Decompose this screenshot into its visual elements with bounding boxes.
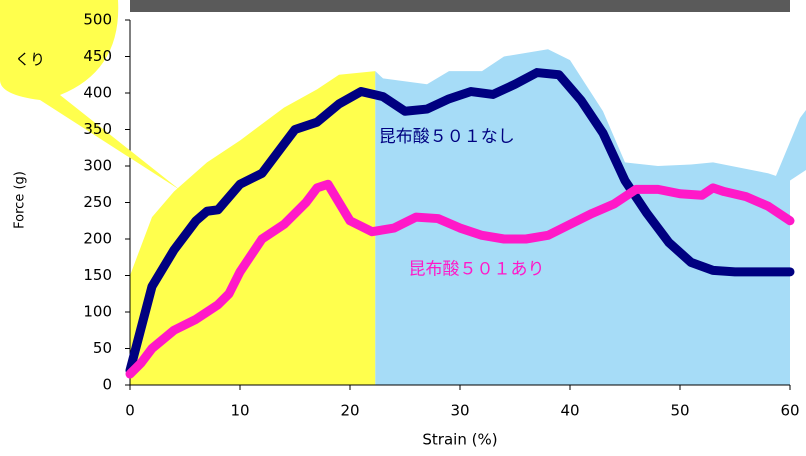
y-tick-label: 0 <box>102 376 112 394</box>
x-tick-label: 50 <box>670 402 689 420</box>
series-label: 昆布酸５０１あり <box>409 260 545 280</box>
y-tick-label: 300 <box>83 157 112 175</box>
x-axis-label: Strain (%) <box>422 431 497 449</box>
y-tick-label: 50 <box>93 339 112 357</box>
x-tick-label: 30 <box>450 402 469 420</box>
y-tick-label: 450 <box>83 47 112 65</box>
y-tick-label: 200 <box>83 230 112 248</box>
callout-right <box>768 110 806 195</box>
x-tick-label: 40 <box>560 402 579 420</box>
y-tick-label: 100 <box>83 303 112 321</box>
plot-area <box>125 20 790 390</box>
x-tick-label: 0 <box>125 402 135 420</box>
y-tick-label: 500 <box>83 11 112 29</box>
x-tick-label: 20 <box>340 402 359 420</box>
x-tick-label: 10 <box>230 402 249 420</box>
y-tick-label: 350 <box>83 120 112 138</box>
y-tick-label: 150 <box>83 266 112 284</box>
callout-text: くり <box>15 51 45 69</box>
series-label: 昆布酸５０１なし <box>379 127 515 147</box>
x-tick-label: 60 <box>780 402 799 420</box>
y-tick-label: 400 <box>83 84 112 102</box>
y-axis-label: Force (g) <box>13 171 28 229</box>
chart: くり Strain (%) Force (g) 0501001502002503… <box>0 0 806 456</box>
y-tick-label: 250 <box>83 193 112 211</box>
top-bar <box>130 0 790 12</box>
